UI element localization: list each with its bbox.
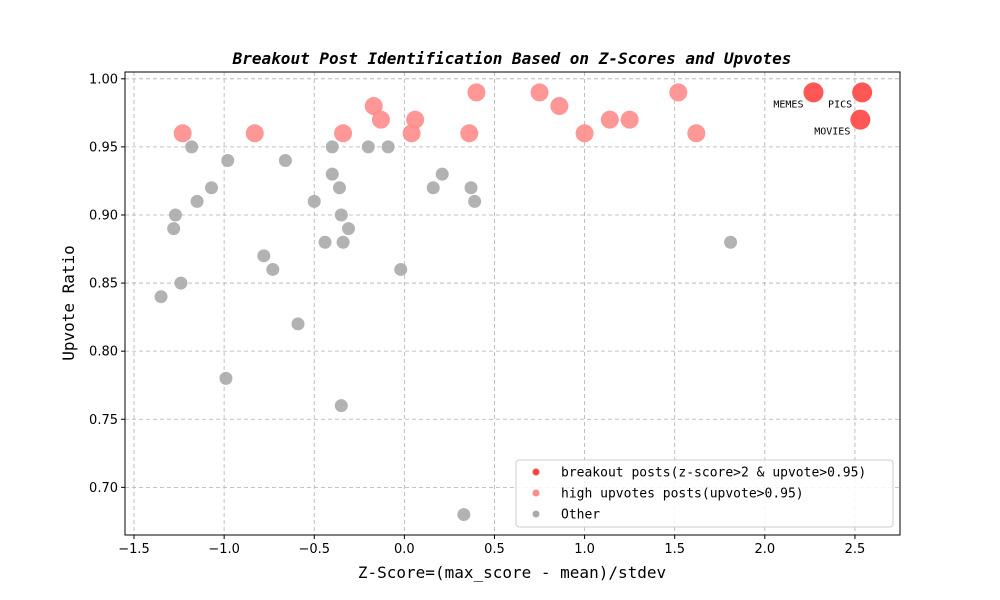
y-tick-label: 0.95 <box>89 140 118 155</box>
legend-marker <box>532 489 540 497</box>
data-point <box>803 82 824 103</box>
data-point <box>530 83 549 102</box>
axis-ticks: −1.5 −1.0 −0.5 0.0 0.5 1.0 1.5 2.0 2.5 0.70 0.75 0.… <box>89 72 865 557</box>
data-point <box>185 140 199 154</box>
data-point <box>669 83 688 102</box>
data-point <box>435 167 449 181</box>
data-point <box>850 109 871 130</box>
data-point <box>154 290 168 304</box>
data-point <box>291 317 305 331</box>
x-tick-label: 1.0 <box>574 542 595 557</box>
data-points <box>154 82 873 522</box>
x-tick-label: −1.5 <box>118 542 150 557</box>
data-point <box>318 235 332 249</box>
data-point <box>457 508 471 522</box>
data-point <box>245 124 264 143</box>
x-tick-label: −0.5 <box>298 542 330 557</box>
data-point <box>361 140 375 154</box>
data-point <box>460 124 479 143</box>
y-tick-label: 0.90 <box>89 208 118 223</box>
data-point <box>205 181 219 195</box>
data-point <box>600 110 619 129</box>
data-point <box>278 154 292 168</box>
data-point <box>394 262 408 276</box>
legend: breakout posts(z-score>2 & upvote>0.95) h… <box>515 459 894 528</box>
x-tick-label: 2.0 <box>754 542 775 557</box>
y-tick-label: 0.70 <box>89 481 118 496</box>
data-point <box>336 235 350 249</box>
data-point <box>325 140 339 154</box>
annotation-label: MOVIES <box>814 127 850 138</box>
data-point <box>334 208 348 222</box>
y-tick-label: 0.85 <box>89 277 118 292</box>
chart-title: Breakout Post Identification Based on Z-… <box>232 49 792 68</box>
data-point <box>406 110 425 129</box>
data-point <box>334 124 353 143</box>
y-axis-label: Upvote Ratio <box>59 245 78 361</box>
data-point <box>852 82 873 103</box>
legend-marker <box>532 510 540 518</box>
legend-marker <box>532 468 540 476</box>
data-point <box>620 110 639 129</box>
annotation-label: MEMES <box>773 99 803 110</box>
data-point <box>550 97 569 116</box>
y-tick-label: 1.00 <box>89 72 118 87</box>
data-point <box>334 399 348 413</box>
data-point <box>464 181 478 195</box>
data-point <box>325 167 339 181</box>
data-point <box>266 262 280 276</box>
data-point <box>190 194 204 208</box>
data-point <box>426 181 440 195</box>
data-point <box>724 235 738 249</box>
data-point <box>307 194 321 208</box>
data-point <box>687 124 706 143</box>
data-point <box>173 124 192 143</box>
data-point <box>381 140 395 154</box>
data-point <box>402 124 421 143</box>
data-point <box>371 110 390 129</box>
legend-label: high upvotes posts(upvote>0.95) <box>561 487 804 502</box>
data-point <box>467 83 486 102</box>
data-point <box>221 154 235 168</box>
data-point <box>257 249 271 263</box>
data-point <box>364 97 383 116</box>
x-tick-label: 0.5 <box>484 542 505 557</box>
legend-label: breakout posts(z-score>2 & upvote>0.95) <box>561 466 866 481</box>
x-tick-label: 2.5 <box>845 542 866 557</box>
x-tick-label: −1.0 <box>208 542 240 557</box>
y-tick-label: 0.80 <box>89 345 118 360</box>
data-point <box>174 276 188 290</box>
x-tick-label: 0.0 <box>394 542 415 557</box>
x-axis-label: Z-Score=(max_score - mean)/stdev <box>358 563 666 582</box>
data-point <box>167 222 181 236</box>
x-tick-label: 1.5 <box>664 542 685 557</box>
data-point <box>219 371 233 385</box>
data-point <box>168 208 182 222</box>
annotation-label: PICS <box>828 99 852 110</box>
annotations: MEMES PICS MOVIES <box>773 99 852 137</box>
data-point <box>468 194 482 208</box>
legend-box <box>515 459 894 528</box>
y-tick-label: 0.75 <box>89 413 118 428</box>
plot-area <box>124 71 901 536</box>
data-point <box>341 222 355 236</box>
legend-label: Other <box>561 508 600 523</box>
data-point <box>332 181 346 195</box>
data-point <box>575 124 594 143</box>
